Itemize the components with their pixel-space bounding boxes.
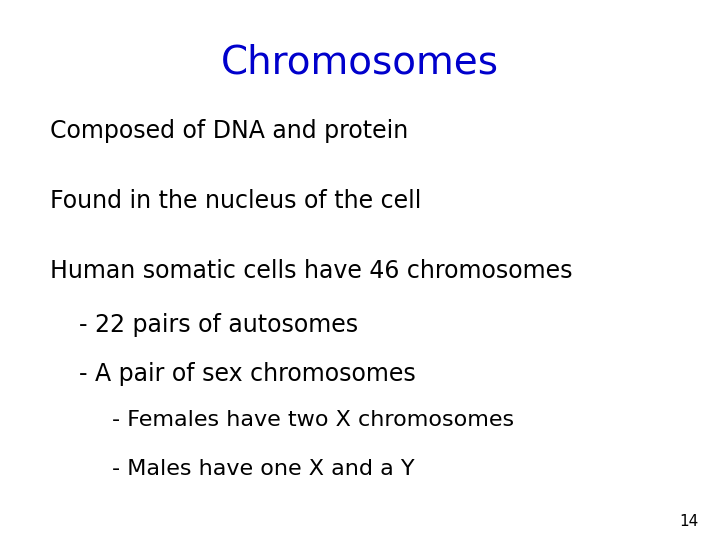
Text: - A pair of sex chromosomes: - A pair of sex chromosomes [79, 362, 416, 386]
Text: - Males have one X and a Y: - Males have one X and a Y [112, 459, 414, 479]
Text: Chromosomes: Chromosomes [221, 43, 499, 81]
Text: - Females have two X chromosomes: - Females have two X chromosomes [112, 410, 514, 430]
Text: 14: 14 [679, 514, 698, 529]
Text: - 22 pairs of autosomes: - 22 pairs of autosomes [79, 313, 359, 337]
Text: Human somatic cells have 46 chromosomes: Human somatic cells have 46 chromosomes [50, 259, 573, 283]
Text: Found in the nucleus of the cell: Found in the nucleus of the cell [50, 189, 422, 213]
Text: Composed of DNA and protein: Composed of DNA and protein [50, 119, 409, 143]
